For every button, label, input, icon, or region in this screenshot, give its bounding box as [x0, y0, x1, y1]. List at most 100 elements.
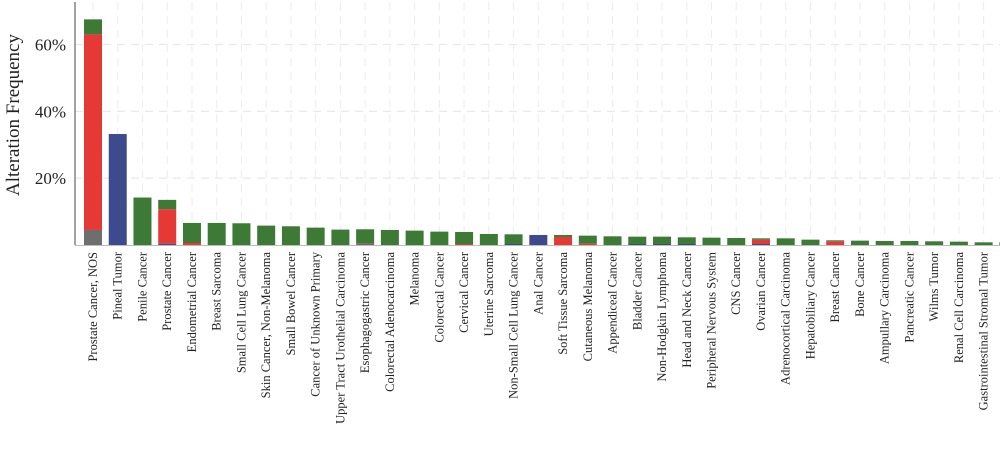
bar-segment-green: [232, 223, 251, 245]
category-label: Skin Cancer, Non-Melanoma: [259, 252, 273, 399]
category-label: Renal Cell Carcinoma: [952, 252, 966, 364]
bar-segment-blue: [108, 134, 127, 245]
bar-segment-blue: [751, 243, 770, 245]
bar-segment-green: [158, 199, 177, 210]
bar-segment-green: [702, 237, 721, 245]
bar-segment-red: [84, 34, 102, 230]
bar-segment-blue: [677, 243, 696, 245]
bar-segment-green: [405, 230, 424, 245]
category-label: Soft Tissue Sarcoma: [556, 252, 570, 355]
bar-segment-blue: [504, 243, 523, 245]
bar-segment-green: [949, 241, 968, 245]
bar-segment-blue: [356, 244, 375, 245]
category-label: Ovarian Cancer: [754, 251, 768, 331]
bar-segment-green: [776, 238, 795, 245]
bar-segment-green: [479, 233, 498, 245]
bar-segment-blue: [158, 243, 177, 245]
bar-segment-red: [554, 236, 573, 245]
bar-segment-red: [751, 239, 770, 244]
category-label: Bladder Cancer: [630, 251, 644, 330]
bar-segment-green: [628, 236, 647, 244]
bar-segment-red: [826, 241, 845, 245]
category-label: Non-Small Cell Lung Cancer: [507, 251, 521, 399]
bar-segment-green: [974, 242, 993, 245]
category-label: Penile Cancer: [135, 251, 149, 322]
category-label: Melanoma: [408, 252, 422, 306]
bar-segment-green: [751, 238, 770, 240]
category-label: Upper Tract Urothelial Carcinoma: [333, 252, 347, 424]
category-label: Gastrointestinal Stromal Tumor: [977, 251, 991, 410]
category-label: Breast Cancer: [828, 251, 842, 322]
bar-segment-gray: [84, 229, 102, 245]
bar-segment-green: [356, 229, 375, 244]
bar-segment-green: [677, 237, 696, 244]
category-label: Esophagogastric Cancer: [358, 251, 372, 373]
bar-segment-green: [850, 240, 869, 245]
category-label: Appendiceal Cancer: [606, 251, 620, 354]
bar-segment-blue: [653, 243, 672, 245]
category-label: Endometrial Cancer: [185, 251, 199, 352]
category-label: Prostate Cancer, NOS: [86, 252, 100, 362]
bar-segment-blue: [628, 243, 647, 245]
bar-segment-green: [207, 222, 226, 245]
category-label: Non-Hodgkin Lymphoma: [655, 252, 669, 382]
category-label: Wilms Tumor: [927, 251, 941, 321]
category-label: Peripheral Nervous System: [705, 252, 719, 389]
category-label: Uterine Sarcoma: [482, 252, 496, 337]
bar-segment-red: [455, 243, 474, 245]
category-label: Small Bowel Cancer: [284, 251, 298, 355]
category-label: CNS Cancer: [729, 251, 743, 315]
bar-segment-green: [554, 234, 573, 237]
y-tick-label: 20%: [35, 169, 66, 188]
bar-segment-red: [578, 243, 597, 245]
bar-segment-green: [826, 240, 845, 242]
bar-segment-green: [900, 240, 919, 245]
y-axis-title: Alteration Frequency: [3, 34, 24, 196]
category-label: Pineal Tumor: [111, 251, 125, 320]
y-tick-label: 40%: [35, 102, 66, 121]
grid-lines: [75, 2, 1000, 245]
bar-segment-green: [331, 229, 350, 245]
bar-segment-green: [380, 229, 399, 245]
bar-segment-red: [182, 242, 201, 245]
bar-segment-green: [430, 231, 449, 245]
bar-segment-green: [84, 19, 102, 35]
category-label: Cervical Cancer: [457, 251, 471, 333]
category-label: Colorectal Cancer: [432, 251, 446, 342]
category-label: Adrenocortical Carcinoma: [779, 252, 793, 385]
category-label: Prostate Cancer: [160, 251, 174, 331]
y-tick-label: 60%: [35, 35, 66, 54]
bar-segment-green: [257, 225, 276, 245]
bars: [75, 19, 1000, 246]
category-label: Cancer of Unknown Primary: [309, 251, 323, 397]
category-label: Anal Cancer: [531, 251, 545, 315]
bar-segment-green: [875, 240, 894, 245]
bar-segment-red: [158, 209, 177, 244]
bar-segment-green: [727, 237, 746, 245]
category-labels: Prostate Cancer, NOS Pineal Tumor Penile C…: [86, 251, 991, 424]
category-label: Colorectal Adenocarcinoma: [383, 252, 397, 392]
bar-segment-green: [578, 235, 597, 244]
bar-segment-green: [801, 239, 820, 245]
bar-segment-green: [281, 226, 300, 245]
bar-segment-green: [925, 241, 944, 245]
category-label: Ampullary Carcinoma: [878, 252, 892, 365]
category-label: Hepatobiliary Cancer: [803, 251, 817, 359]
category-label: Head and Neck Cancer: [680, 251, 694, 367]
bar-segment-blue: [529, 234, 548, 245]
category-label: Cutaneous Melanoma: [581, 252, 595, 362]
category-label: Bone Cancer: [853, 251, 867, 317]
bar-segment-green: [504, 234, 523, 244]
bar-segment-green: [603, 236, 622, 245]
category-label: Small Cell Lung Cancer: [234, 251, 248, 373]
bar-segment-green: [133, 197, 152, 245]
bar-segment-green: [653, 236, 672, 244]
category-label: Breast Sarcoma: [210, 252, 224, 331]
category-label: Pancreatic Cancer: [902, 251, 916, 342]
bar-segment-green: [306, 227, 325, 245]
bar-segment-red: [356, 243, 375, 245]
bar-segment-green: [182, 222, 201, 243]
bar-segment-green: [455, 231, 474, 244]
y-tick-labels: 20% 40% 60%: [35, 35, 66, 188]
